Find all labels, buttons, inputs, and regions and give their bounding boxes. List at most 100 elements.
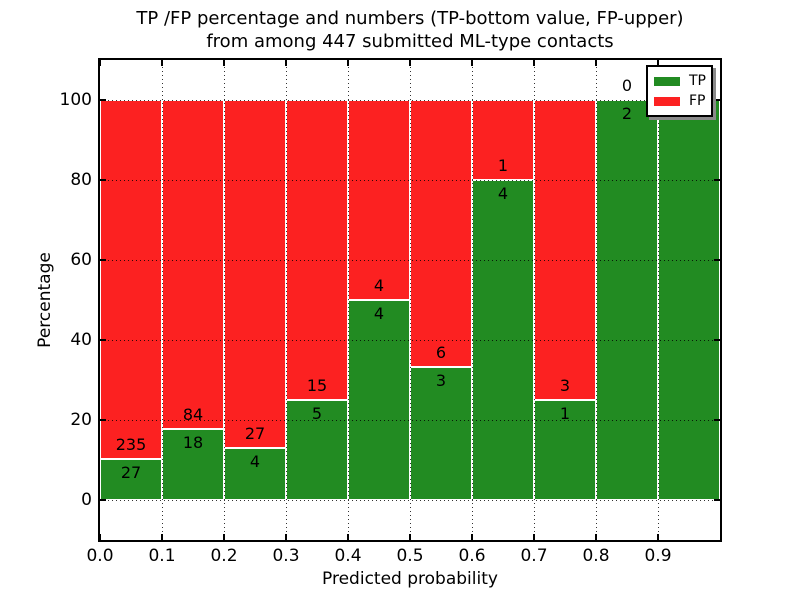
y-tick-label: 60 xyxy=(70,250,92,270)
fp-count-label: 235 xyxy=(115,434,147,454)
chart-title-line1: TP /FP percentage and numbers (TP-bottom… xyxy=(136,8,684,29)
fp-bar-segment xyxy=(162,100,224,430)
tp-count-label: 4 xyxy=(373,304,385,323)
y-tick-label: 20 xyxy=(70,410,92,430)
y-tick-mark-right xyxy=(714,499,720,501)
x-tick-mark-top xyxy=(657,60,659,66)
y-tick-mark xyxy=(100,339,106,341)
fp-bar-segment xyxy=(410,100,472,367)
y-tick-label: 80 xyxy=(70,170,92,190)
tp-bar-segment xyxy=(348,300,410,500)
x-tick-mark xyxy=(657,534,659,540)
tp-swatch-icon xyxy=(654,76,680,86)
fp-bar-segment xyxy=(100,100,162,459)
x-gridline xyxy=(348,60,349,540)
x-tick-mark-top xyxy=(223,60,225,66)
x-tick-mark-top xyxy=(409,60,411,66)
x-tick-mark xyxy=(595,534,597,540)
y-tick-mark xyxy=(100,499,106,501)
x-tick-label: 0.0 xyxy=(86,546,114,566)
tp-count-label: 2 xyxy=(621,104,633,123)
tp-count-label: 4 xyxy=(497,184,509,203)
fp-count-label: 84 xyxy=(182,405,204,425)
x-gridline xyxy=(658,60,659,540)
x-tick-mark-top xyxy=(595,60,597,66)
y-tick-mark xyxy=(100,99,106,101)
legend-row: FP xyxy=(648,91,711,111)
x-tick-mark-top xyxy=(99,60,101,66)
tp-bar-segment xyxy=(286,400,348,500)
chart-title: TP /FP percentage and numbers (TP-bottom… xyxy=(100,7,720,53)
y-tick-mark-right xyxy=(714,179,720,181)
tp-bar-segment xyxy=(596,100,658,500)
y-tick-mark xyxy=(100,419,106,421)
y-tick-mark xyxy=(100,259,106,261)
tp-bar-segment xyxy=(100,458,162,500)
legend-label: FP xyxy=(689,93,706,109)
x-tick-mark xyxy=(99,534,101,540)
x-tick-mark xyxy=(533,534,535,540)
y-tick-mark-right xyxy=(714,259,720,261)
x-tick-mark-top xyxy=(161,60,163,66)
x-tick-label: 0.6 xyxy=(458,546,486,566)
x-tick-mark xyxy=(347,534,349,540)
y-tick-mark-right xyxy=(714,99,720,101)
fp-count-label: 3 xyxy=(559,376,571,395)
x-gridline xyxy=(534,60,535,540)
y-tick-mark xyxy=(100,179,106,181)
x-tick-mark xyxy=(161,534,163,540)
x-tick-label: 0.1 xyxy=(148,546,176,566)
tp-bar-segment xyxy=(658,100,720,500)
tp-count-label: 18 xyxy=(182,433,204,453)
tp-count-label: 3 xyxy=(435,370,447,390)
y-tick-mark-right xyxy=(714,419,720,421)
x-tick-label: 0.2 xyxy=(210,546,238,566)
fp-count-label: 27 xyxy=(244,424,266,444)
x-gridline xyxy=(596,60,597,540)
x-tick-label: 0.9 xyxy=(644,546,672,566)
tp-bar-segment xyxy=(534,400,596,500)
legend-label: TP xyxy=(689,73,706,89)
x-tick-mark xyxy=(471,534,473,540)
x-tick-mark xyxy=(409,534,411,540)
tp-count-label: 1 xyxy=(559,404,571,423)
legend-row: TP xyxy=(648,71,711,91)
x-gridline xyxy=(410,60,411,540)
x-tick-mark-top xyxy=(347,60,349,66)
x-tick-label: 0.3 xyxy=(272,546,300,566)
x-tick-mark xyxy=(223,534,225,540)
fp-count-label: 1 xyxy=(497,156,509,175)
fp-count-label: 6 xyxy=(435,342,447,362)
x-gridline xyxy=(286,60,287,540)
tp-bar-segment xyxy=(162,429,224,500)
x-tick-label: 0.8 xyxy=(582,546,610,566)
x-gridline xyxy=(472,60,473,540)
chart-title-line2: from among 447 submitted ML-type contact… xyxy=(206,31,614,52)
x-tick-mark-top xyxy=(285,60,287,66)
tp-count-label: 4 xyxy=(249,452,261,472)
fp-bar-segment xyxy=(348,100,410,300)
fp-bar-segment xyxy=(534,100,596,400)
legend: TP FP xyxy=(646,65,713,117)
y-tick-label: 100 xyxy=(59,90,92,110)
y-tick-label: 40 xyxy=(70,330,92,350)
fp-count-label: 4 xyxy=(373,276,385,295)
x-axis-label: Predicted probability xyxy=(322,569,498,589)
fp-bar-segment xyxy=(286,100,348,400)
fp-count-label: 15 xyxy=(306,376,328,395)
fp-count-label: 0 xyxy=(621,76,633,95)
y-tick-label: 0 xyxy=(81,490,92,510)
tp-count-label: 27 xyxy=(120,462,142,482)
x-tick-label: 0.7 xyxy=(520,546,548,566)
x-tick-mark xyxy=(285,534,287,540)
x-tick-label: 0.4 xyxy=(334,546,362,566)
tp-count-label: 5 xyxy=(311,404,323,423)
y-tick-mark-right xyxy=(714,339,720,341)
x-gridline xyxy=(162,60,163,540)
fp-swatch-icon xyxy=(654,96,680,106)
x-tick-label: 0.5 xyxy=(396,546,424,566)
x-tick-mark-top xyxy=(533,60,535,66)
x-tick-mark-top xyxy=(471,60,473,66)
